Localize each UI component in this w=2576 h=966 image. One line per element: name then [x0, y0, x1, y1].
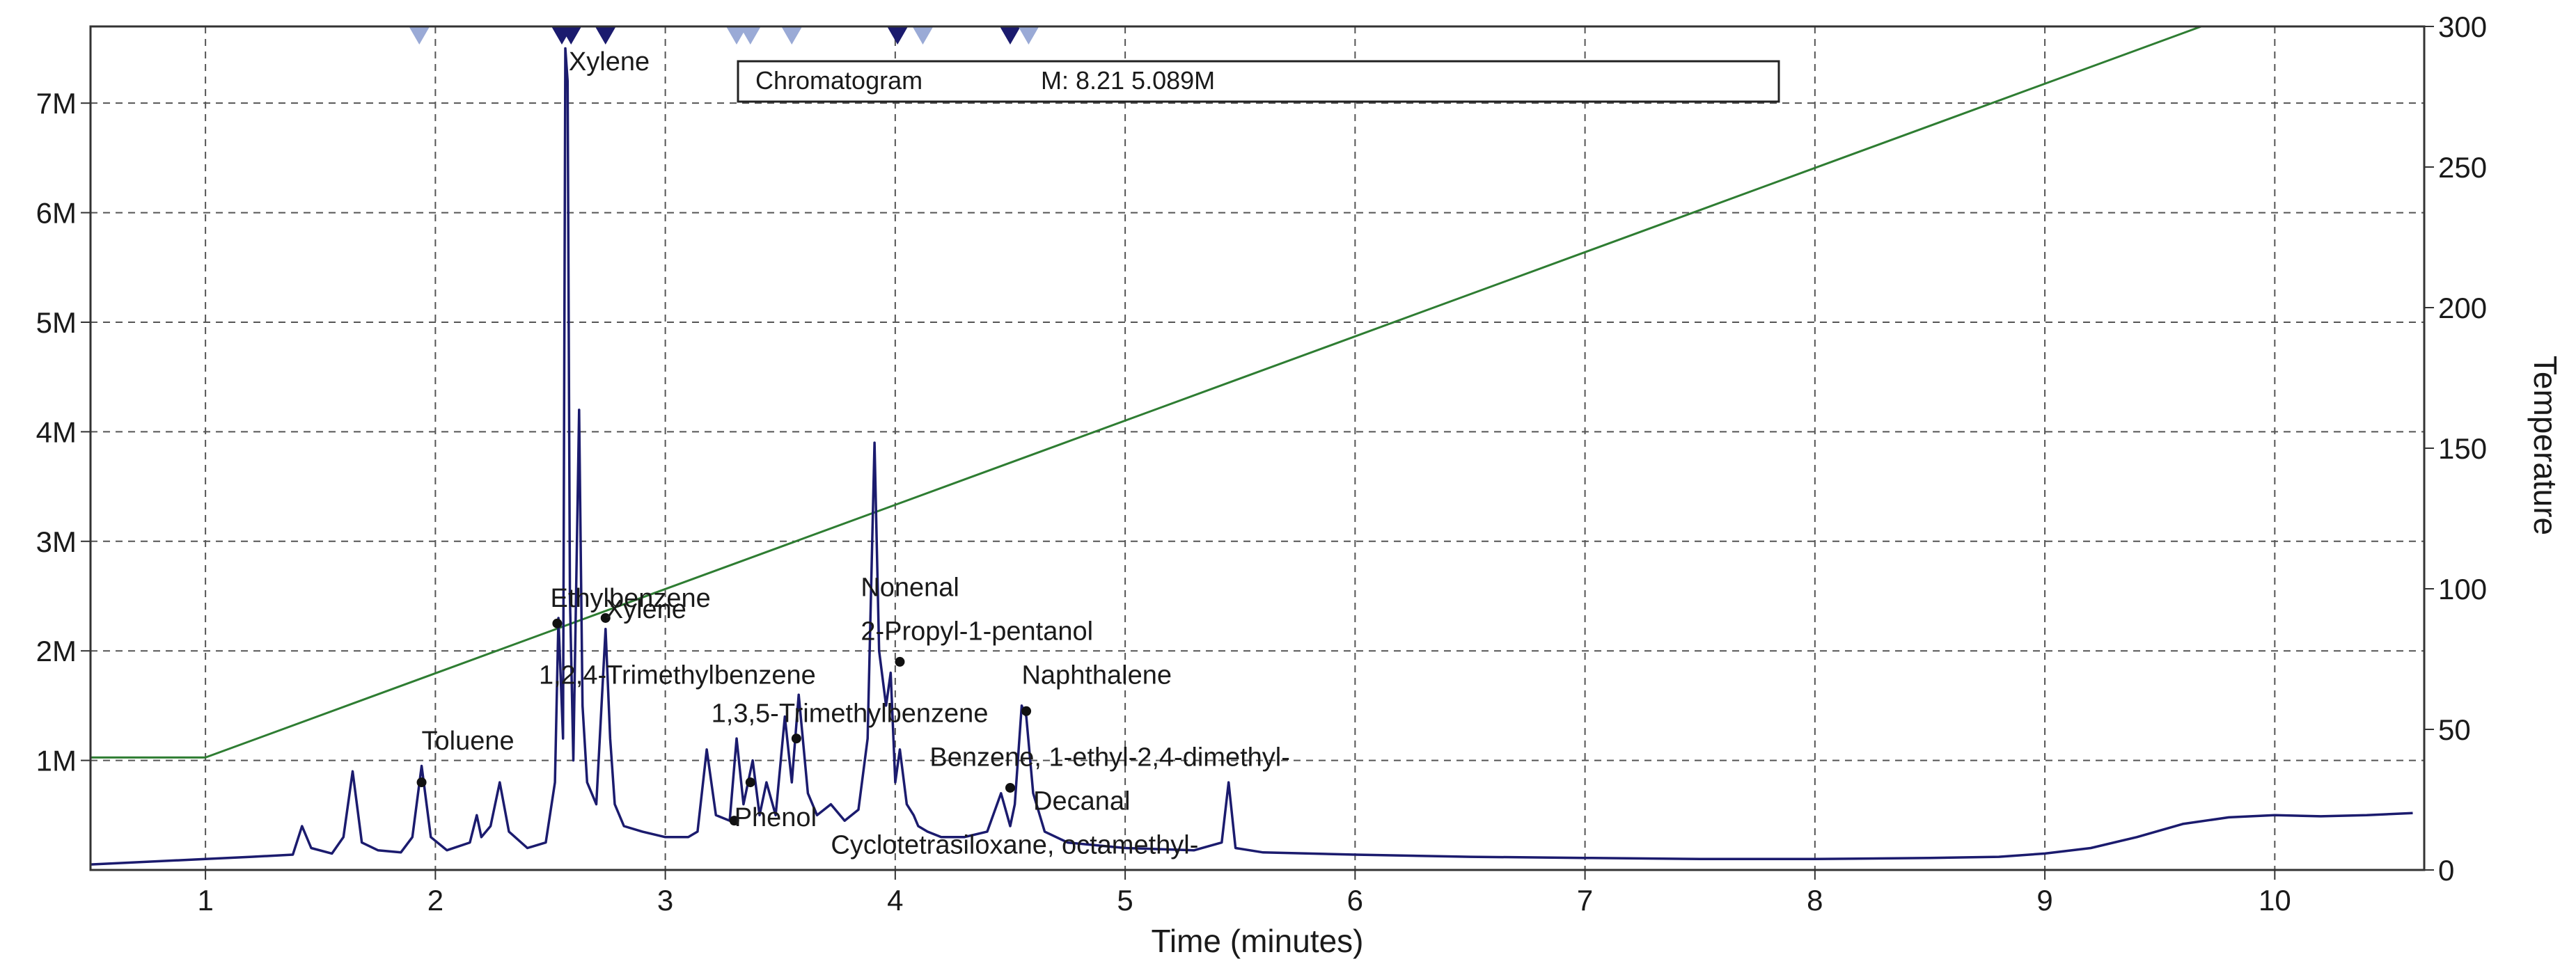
- y-tick-label: 7M: [36, 87, 77, 120]
- x-tick-label: 2: [427, 884, 443, 917]
- peak-label: 1,3,5-Trimethylbenzene: [712, 699, 989, 729]
- y2-tick-label: 200: [2438, 292, 2487, 324]
- peak-label: Decanal: [1033, 786, 1130, 816]
- x-axis-ticks: 1 2 3 4 5 6 7 8 9 10: [197, 870, 2291, 917]
- peak-label: 1,2,4-Trimethylbenzene: [539, 660, 816, 690]
- peak-marker-dot: [895, 656, 905, 667]
- peak-markers: [416, 612, 1032, 826]
- peak-label: Nonenal: [861, 573, 959, 602]
- y2-tick-label: 250: [2438, 151, 2487, 184]
- y-tick-label: 1M: [36, 745, 77, 777]
- peak-marker-dot: [600, 612, 611, 623]
- plot-background: [91, 26, 2424, 870]
- chromatogram-series: [90, 47, 2413, 866]
- x-tick-label: 8: [1807, 884, 1823, 917]
- peak-label: Xylene: [606, 595, 686, 624]
- y2-tick-label: 50: [2438, 713, 2471, 746]
- peak-marker-dot: [1005, 782, 1015, 793]
- peak-label: Xylene: [569, 47, 650, 77]
- y-axis-ticks: 1M 2M 3M 4M 5M 6M 7M: [36, 87, 91, 777]
- peak-marker-dot: [791, 734, 801, 744]
- y-tick-label: 3M: [36, 525, 77, 558]
- status-box-label: Chromatogram: [755, 66, 922, 95]
- peak-marker-dot: [729, 816, 739, 826]
- peak-label: Ethylbenzene: [550, 584, 710, 613]
- x-tick-label: 4: [887, 884, 903, 917]
- temperature-line: [91, 25, 2202, 759]
- status-box-readout: M: 8.21 5.089M: [1041, 66, 1215, 95]
- peak-labels: XyleneEthylbenzeneXylene1,2,4-Trimethylb…: [422, 47, 1290, 860]
- peak-triangle-marker[interactable]: [409, 26, 430, 45]
- x-tick-label: 6: [1347, 884, 1363, 917]
- y2-tick-label: 300: [2438, 10, 2487, 43]
- temperature-series: [91, 25, 2202, 759]
- peak-label: 2-Propyl-1-pentanol: [861, 617, 1093, 646]
- x-tick-label: 1: [197, 884, 213, 917]
- peak-triangle-marker[interactable]: [781, 26, 803, 45]
- peak-triangle-marker[interactable]: [725, 26, 747, 45]
- x-tick-label: 7: [1577, 884, 1593, 917]
- y2-axis-ticks: 0 50 100 150 200 250 300: [2424, 10, 2487, 887]
- y2-tick-label: 100: [2438, 573, 2487, 605]
- peak-label: Phenol: [735, 803, 817, 832]
- x-tick-label: 9: [2036, 884, 2052, 917]
- peak-marker-dot: [552, 618, 563, 628]
- y-tick-label: 4M: [36, 415, 77, 448]
- peak-triangle-marker[interactable]: [999, 26, 1021, 45]
- y-tick-label: 5M: [36, 306, 77, 339]
- y2-tick-label: 150: [2438, 432, 2487, 465]
- chromatogram-line: [90, 47, 2413, 866]
- peak-label: Benzene, 1-ethyl-2,4-dimethyl-: [929, 743, 1289, 772]
- y2-axis-title: Temperature: [2527, 356, 2563, 535]
- y-tick-label: 6M: [36, 197, 77, 230]
- peak-triangle-marker[interactable]: [560, 26, 582, 45]
- x-tick-label: 3: [657, 884, 673, 917]
- peak-triangle-marker[interactable]: [887, 26, 909, 45]
- y-tick-label: 2M: [36, 635, 77, 667]
- peak-label: Toluene: [422, 727, 515, 756]
- x-tick-label: 10: [2259, 884, 2291, 917]
- peak-marker-dot: [1021, 706, 1032, 716]
- grid-lines: [91, 26, 2424, 870]
- x-tick-label: 5: [1117, 884, 1133, 917]
- top-peak-markers[interactable]: [409, 26, 1039, 45]
- peak-triangle-marker[interactable]: [739, 26, 761, 45]
- peak-label: Naphthalene: [1021, 660, 1172, 690]
- peak-triangle-marker[interactable]: [1018, 26, 1039, 45]
- y2-tick-label: 0: [2438, 854, 2454, 887]
- status-box[interactable]: Chromatogram M: 8.21 5.089M: [737, 60, 1780, 103]
- peak-triangle-marker[interactable]: [595, 26, 616, 45]
- peak-marker-dot: [745, 777, 755, 788]
- peak-label: Cyclotetrasiloxane, octamethyl-: [831, 830, 1198, 860]
- status-box-frame: [737, 60, 1780, 103]
- peak-marker-dot: [416, 777, 427, 788]
- x-axis-title: Time (minutes): [1152, 923, 1364, 959]
- peak-triangle-marker[interactable]: [912, 26, 934, 45]
